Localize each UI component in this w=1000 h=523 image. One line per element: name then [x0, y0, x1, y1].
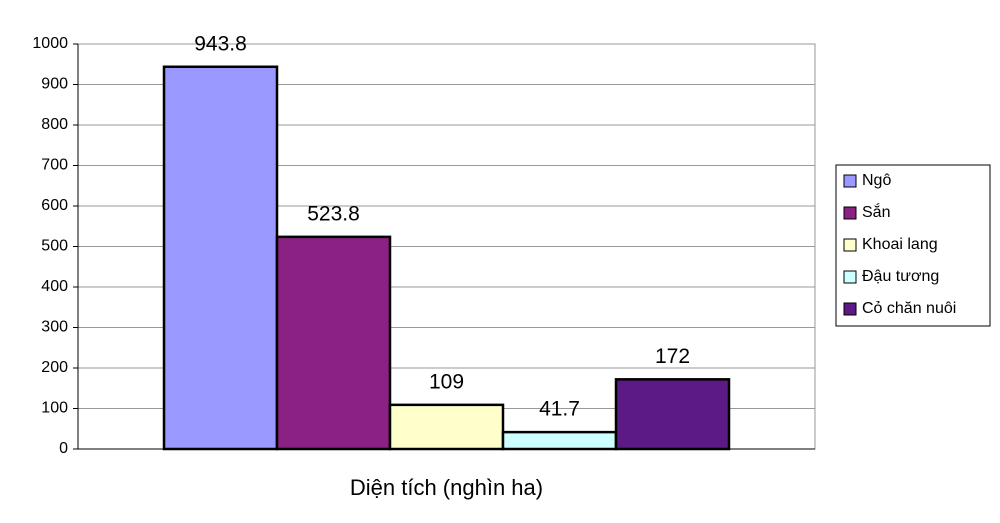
legend-label: Khoai lang	[862, 236, 938, 253]
y-tick-label: 500	[41, 238, 68, 255]
x-tick-label: Diện tích (nghìn ha)	[350, 475, 543, 500]
y-tick-label: 1000	[32, 35, 68, 52]
legend-box	[835, 164, 991, 327]
value-label: 943.8	[194, 32, 247, 55]
y-tick-label: 700	[41, 157, 68, 174]
y-tick-label: 300	[41, 319, 68, 336]
value-label: 523.8	[307, 202, 360, 225]
value-label: 172	[655, 345, 690, 368]
bar	[614, 378, 731, 451]
y-tick-label: 200	[41, 359, 68, 376]
y-tick-label: 900	[41, 76, 68, 93]
legend-swatch	[843, 238, 857, 252]
legend-swatch	[843, 270, 857, 284]
legend-swatch	[843, 206, 857, 220]
value-label: 41.7	[539, 398, 580, 421]
legend-label: Đậu tương	[862, 268, 939, 285]
legend-swatch	[843, 174, 857, 188]
legend-label: Cỏ chăn nuôi	[862, 300, 956, 317]
bar	[388, 403, 505, 451]
bar	[162, 65, 279, 451]
y-tick-label: 600	[41, 197, 68, 214]
legend-label: Ngô	[862, 172, 891, 189]
legend-swatch	[843, 302, 857, 316]
y-tick-label: 800	[41, 116, 68, 133]
legend-label: Sắn	[862, 202, 890, 221]
bar	[501, 430, 618, 451]
value-label: 109	[429, 370, 464, 393]
bar	[275, 235, 392, 451]
y-tick-label: 100	[41, 400, 68, 417]
y-tick-label: 400	[41, 278, 68, 295]
y-tick-label: 0	[59, 440, 68, 457]
